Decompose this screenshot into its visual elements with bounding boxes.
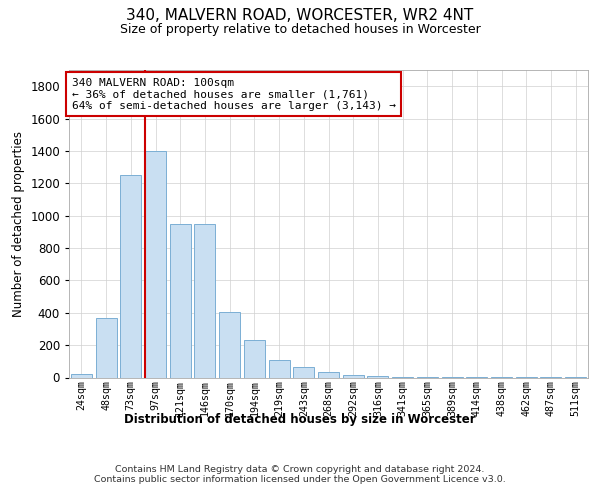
Bar <box>367 376 388 378</box>
Y-axis label: Number of detached properties: Number of detached properties <box>11 130 25 317</box>
Bar <box>343 375 364 378</box>
Text: 340, MALVERN ROAD, WORCESTER, WR2 4NT: 340, MALVERN ROAD, WORCESTER, WR2 4NT <box>127 8 473 22</box>
Bar <box>392 376 413 378</box>
Bar <box>194 224 215 378</box>
Text: Contains HM Land Registry data © Crown copyright and database right 2024.
Contai: Contains HM Land Registry data © Crown c… <box>94 465 506 484</box>
Bar <box>95 318 116 378</box>
Text: Distribution of detached houses by size in Worcester: Distribution of detached houses by size … <box>124 412 476 426</box>
Bar <box>219 312 240 378</box>
Bar <box>293 367 314 378</box>
Text: Size of property relative to detached houses in Worcester: Size of property relative to detached ho… <box>119 22 481 36</box>
Bar <box>318 372 339 378</box>
Bar <box>244 340 265 378</box>
Bar <box>170 224 191 378</box>
Text: 340 MALVERN ROAD: 100sqm
← 36% of detached houses are smaller (1,761)
64% of sem: 340 MALVERN ROAD: 100sqm ← 36% of detach… <box>71 78 395 111</box>
Bar <box>71 374 92 378</box>
Bar <box>269 360 290 378</box>
Bar <box>120 175 141 378</box>
Bar <box>145 151 166 378</box>
